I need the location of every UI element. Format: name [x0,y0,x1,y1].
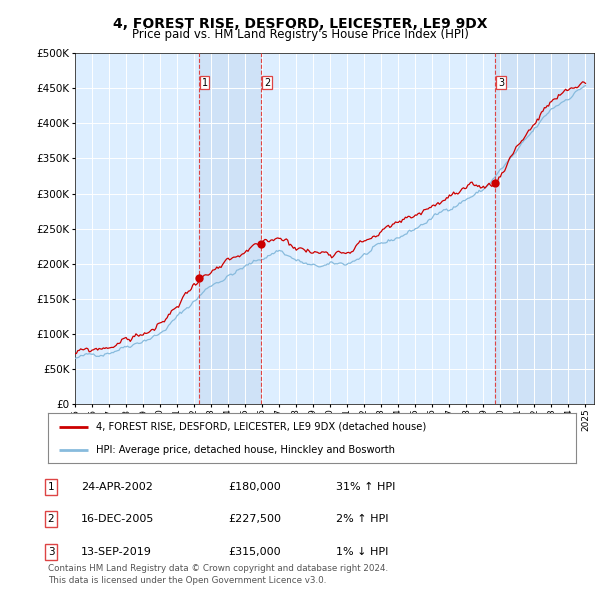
Text: 1: 1 [202,78,208,88]
Text: 13-SEP-2019: 13-SEP-2019 [81,547,152,556]
Text: 3: 3 [47,547,55,556]
Text: Price paid vs. HM Land Registry's House Price Index (HPI): Price paid vs. HM Land Registry's House … [131,28,469,41]
Bar [199,53,262,404]
Text: 2: 2 [47,514,55,524]
Text: 4, FOREST RISE, DESFORD, LEICESTER, LE9 9DX (detached house): 4, FOREST RISE, DESFORD, LEICESTER, LE9 … [95,421,426,431]
Text: £315,000: £315,000 [228,547,281,556]
Text: 24-APR-2002: 24-APR-2002 [81,482,153,491]
Text: 16-DEC-2005: 16-DEC-2005 [81,514,154,524]
Bar [496,53,594,404]
Text: 1% ↓ HPI: 1% ↓ HPI [336,547,388,556]
Text: 2: 2 [264,78,271,88]
Text: 1: 1 [47,482,55,491]
Text: HPI: Average price, detached house, Hinckley and Bosworth: HPI: Average price, detached house, Hinc… [95,445,395,455]
Text: 3: 3 [498,78,504,88]
Text: £227,500: £227,500 [228,514,281,524]
Text: Contains HM Land Registry data © Crown copyright and database right 2024.
This d: Contains HM Land Registry data © Crown c… [48,565,388,585]
Text: 4, FOREST RISE, DESFORD, LEICESTER, LE9 9DX: 4, FOREST RISE, DESFORD, LEICESTER, LE9 … [113,17,487,31]
Text: £180,000: £180,000 [228,482,281,491]
Text: 31% ↑ HPI: 31% ↑ HPI [336,482,395,491]
Text: 2% ↑ HPI: 2% ↑ HPI [336,514,389,524]
